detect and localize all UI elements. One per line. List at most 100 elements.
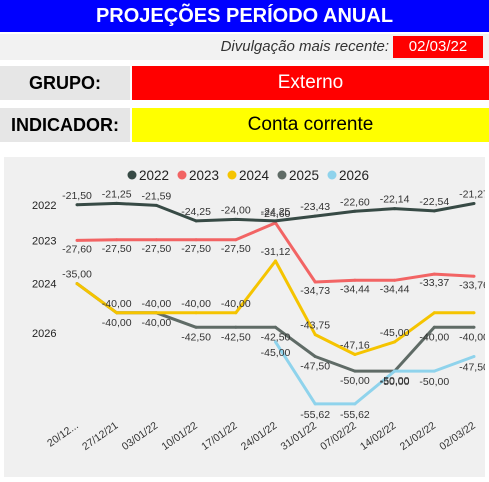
data-label-0-9: -22,54 xyxy=(419,196,449,208)
data-point-0-0 xyxy=(75,203,79,207)
data-label-2-6: -43,75 xyxy=(300,320,330,332)
data-point-0-7 xyxy=(353,209,357,213)
data-point-0-4 xyxy=(234,217,238,221)
x-tick-label-4: 17/01/22 xyxy=(199,420,239,453)
series-row-label-4: 2026 xyxy=(32,328,56,340)
data-label-3-4: -42,50 xyxy=(221,331,251,343)
series-row-label-0: 2022 xyxy=(32,200,56,212)
data-label-4-2: -55,62 xyxy=(340,409,370,421)
data-label-3-8: -50,00 xyxy=(380,375,410,387)
data-point-3-3 xyxy=(194,325,198,329)
data-point-2-10 xyxy=(472,311,476,315)
data-label-0-1: -21,25 xyxy=(102,188,132,200)
data-point-1-4 xyxy=(234,238,238,242)
data-point-1-6 xyxy=(313,280,317,284)
group-row: GRUPO: Externo xyxy=(0,66,489,100)
data-label-4-3: -50,00 xyxy=(380,376,410,388)
data-label-0-0: -21,50 xyxy=(62,190,92,202)
data-label-1-9: -33,37 xyxy=(419,277,449,289)
data-point-3-7 xyxy=(353,369,357,373)
data-label-0-7: -22,60 xyxy=(340,196,370,208)
data-label-0-2: -21,59 xyxy=(142,190,172,202)
x-tick-label-10: 02/03/22 xyxy=(437,420,477,453)
data-point-1-9 xyxy=(432,272,436,276)
data-label-0-6: -23,43 xyxy=(300,201,330,213)
data-label-0-5: -24,25 xyxy=(261,206,291,218)
data-label-1-1: -27,50 xyxy=(102,243,132,255)
data-point-3-10 xyxy=(472,325,476,329)
data-label-0-10: -21,27 xyxy=(459,189,485,201)
data-point-2-2 xyxy=(154,311,158,315)
data-label-2-3: -40,00 xyxy=(181,298,211,310)
data-label-2-4: -40,00 xyxy=(221,298,251,310)
data-point-1-8 xyxy=(393,278,397,282)
legend-label-3: 2025 xyxy=(289,168,319,183)
series-row-label-1: 2023 xyxy=(32,235,56,247)
data-label-3-3: -42,50 xyxy=(181,331,211,343)
data-label-3-1: -40,00 xyxy=(102,317,132,329)
line-chart: 2022 2023 2024 2025 2026 2022 2023 2024 2026 -21,… xyxy=(32,168,489,453)
data-point-4-5 xyxy=(472,355,476,358)
indicator-row: INDICADOR: Conta corrente xyxy=(0,108,489,142)
data-point-2-8 xyxy=(393,340,397,344)
indicator-value[interactable]: Conta corrente xyxy=(132,108,489,142)
data-label-1-8: -34,44 xyxy=(380,283,410,295)
data-label-1-7: -34,44 xyxy=(340,283,370,295)
group-label: GRUPO: xyxy=(0,66,130,100)
data-label-4-1: -55,62 xyxy=(300,409,330,421)
x-tick-label-1: 27/12/21 xyxy=(80,420,120,453)
data-label-2-0: -35,00 xyxy=(62,269,92,281)
data-point-0-5 xyxy=(274,219,277,223)
data-point-2-0 xyxy=(75,282,79,286)
data-point-3-4 xyxy=(234,325,238,329)
legend-marker-2 xyxy=(227,170,237,180)
group-value[interactable]: Externo xyxy=(132,66,489,100)
data-point-2-1 xyxy=(115,311,119,315)
data-label-1-5: -24,60 xyxy=(261,208,291,220)
data-label-2-2: -40,00 xyxy=(142,298,172,310)
data-label-3-7: -50,00 xyxy=(340,375,370,387)
data-label-2-7: -47,16 xyxy=(340,340,370,352)
x-tick-label-8: 14/02/22 xyxy=(358,420,398,453)
data-label-1-0: -27,60 xyxy=(62,243,92,255)
data-point-1-2 xyxy=(154,238,158,242)
data-point-3-6 xyxy=(313,355,317,358)
series-line-4 xyxy=(274,341,475,406)
data-point-2-9 xyxy=(432,311,436,315)
data-point-4-1 xyxy=(313,402,317,406)
data-label-2-5: -31,12 xyxy=(261,246,291,258)
data-point-4-4 xyxy=(432,369,436,373)
legend-label-4: 2026 xyxy=(339,168,369,183)
x-tick-label-0: 20/12... xyxy=(45,420,81,450)
data-point-1-3 xyxy=(194,238,198,242)
data-label-2-1: -40,00 xyxy=(102,298,132,310)
data-label-3-9: -40,00 xyxy=(419,331,449,343)
data-point-1-1 xyxy=(115,238,119,242)
data-point-0-1 xyxy=(115,201,119,205)
data-point-3-5 xyxy=(274,325,277,329)
data-point-4-3 xyxy=(393,369,397,373)
release-label: Divulgação mais recente: xyxy=(220,38,389,55)
x-tick-label-6: 31/01/22 xyxy=(279,420,319,453)
data-point-2-7 xyxy=(353,353,357,356)
data-label-1-3: -27,50 xyxy=(181,243,211,255)
legend-label-2: 2024 xyxy=(239,168,270,183)
data-point-0-3 xyxy=(194,219,198,223)
data-point-2-6 xyxy=(313,333,317,337)
indicator-label: INDICADOR: xyxy=(0,108,130,142)
data-label-3-5: -42,50 xyxy=(261,331,291,343)
release-bar: Divulgação mais recente: 02/03/22 xyxy=(0,34,489,60)
series-row-label-2: 2024 xyxy=(32,279,56,291)
data-label-0-4: -24,00 xyxy=(221,204,251,216)
legend-marker-3 xyxy=(277,170,287,180)
data-label-1-10: -33,76 xyxy=(459,279,485,291)
data-point-4-2 xyxy=(353,402,357,406)
data-label-1-2: -27,50 xyxy=(142,243,172,255)
x-tick-label-5: 24/01/22 xyxy=(239,420,279,453)
data-label-3-2: -40,00 xyxy=(142,317,172,329)
x-tick-label-7: 07/02/22 xyxy=(318,420,358,453)
data-point-2-3 xyxy=(194,311,198,315)
legend-label-0: 2022 xyxy=(139,168,169,183)
data-point-0-8 xyxy=(393,207,397,211)
release-date-badge: 02/03/22 xyxy=(393,36,483,58)
